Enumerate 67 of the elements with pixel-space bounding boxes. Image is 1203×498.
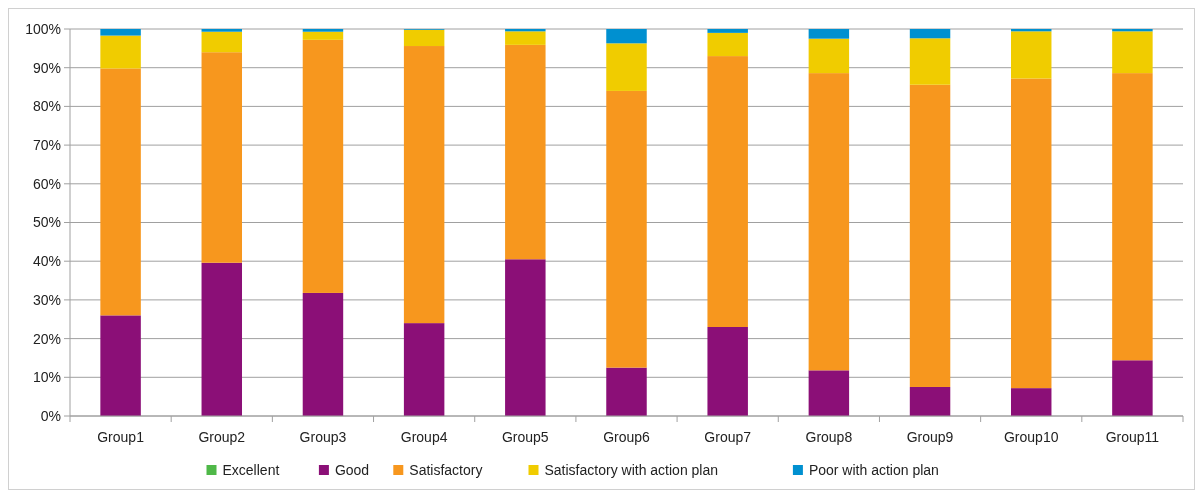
bar: [201, 52, 243, 263]
bar: [606, 367, 647, 416]
bar: [1112, 360, 1153, 416]
x-tick-label: Group1: [97, 429, 145, 445]
bar: [201, 31, 243, 53]
y-tick-label: 0%: [40, 407, 61, 424]
x-tick-label: Group6: [603, 429, 651, 445]
bar: [505, 31, 546, 45]
bar: [707, 326, 748, 416]
x-tick-label: Group11: [1105, 429, 1160, 445]
bar: [100, 29, 141, 36]
bar: [201, 262, 243, 416]
bar: [808, 370, 850, 416]
y-tick-label: 50%: [32, 214, 61, 231]
x-tick-label: Group3: [299, 429, 347, 445]
x-tick-label: Group5: [501, 429, 549, 445]
bar: [403, 323, 445, 416]
bar: [100, 315, 141, 416]
y-tick-label: 70%: [32, 137, 61, 153]
bar: [606, 90, 647, 368]
bar: [909, 84, 951, 387]
x-tick-label: Group2: [198, 429, 246, 445]
x-tick-label: Group7: [704, 429, 752, 445]
bar: [707, 32, 748, 57]
bar: [1010, 388, 1052, 416]
bar: [909, 386, 951, 416]
bar: [1112, 73, 1153, 361]
bar: [302, 31, 344, 40]
y-tick-label: 10%: [32, 369, 61, 386]
bar: [505, 259, 546, 416]
x-tick-label: Group10: [1003, 429, 1059, 445]
x-tick-label: Group9: [906, 429, 954, 445]
bar: [606, 43, 647, 91]
y-tick-label: 90%: [32, 59, 61, 76]
bar: [403, 46, 445, 324]
y-tick-label: 20%: [32, 330, 61, 347]
x-tick-label: Group4: [400, 429, 448, 445]
y-tick-label: 30%: [32, 291, 61, 308]
legend-label: Excellent: [222, 461, 280, 478]
legend-label: Poor with action plan: [808, 461, 939, 478]
bar: [100, 68, 141, 316]
bar: [707, 29, 748, 33]
bar: [909, 38, 951, 85]
y-tick-label: 60%: [32, 175, 61, 192]
bar: [505, 44, 546, 260]
bar: [808, 38, 850, 74]
bar: [100, 35, 141, 69]
bar: [1010, 78, 1052, 389]
bar: [302, 292, 344, 416]
bar: [302, 39, 344, 293]
legend-label: Satisfactory with action plan: [544, 461, 719, 478]
legend-label: Satisfactory: [409, 461, 483, 478]
bar: [302, 29, 344, 32]
bar: [1010, 31, 1052, 79]
y-tick-label: 100%: [25, 20, 61, 37]
y-tick-label: 80%: [32, 98, 61, 115]
legend-label: Good: [334, 461, 370, 478]
bar: [403, 29, 445, 47]
y-tick-label: 40%: [32, 253, 61, 270]
x-tick-label: Group8: [805, 429, 853, 445]
bar: [808, 73, 850, 371]
bar: [808, 29, 850, 39]
bar: [1112, 31, 1153, 74]
bar: [707, 56, 748, 327]
bar: [909, 29, 951, 39]
bar: [201, 29, 243, 32]
bar: [606, 29, 647, 44]
